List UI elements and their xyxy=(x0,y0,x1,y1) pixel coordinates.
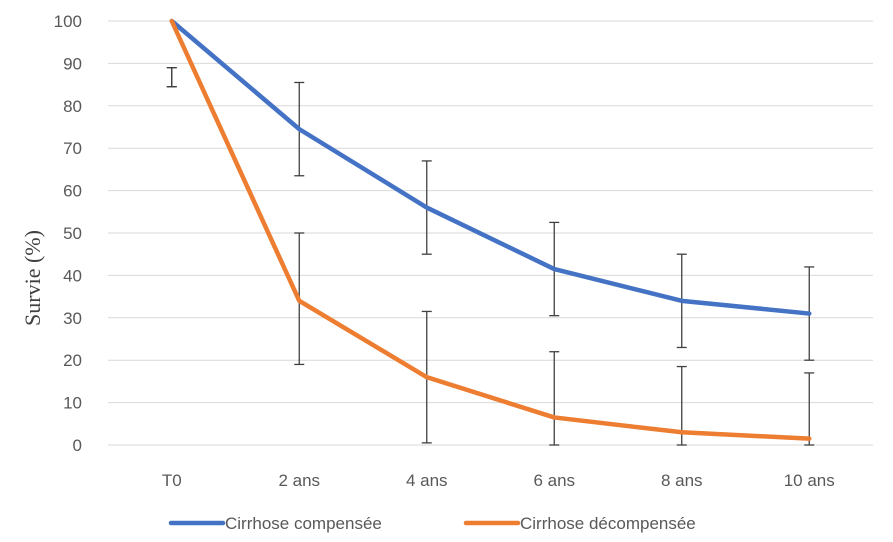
error-bar xyxy=(804,372,815,446)
legend-label: Cirrhose décompensée xyxy=(520,514,696,533)
y-tick-label: 20 xyxy=(63,351,82,370)
error-bars xyxy=(166,66,815,446)
y-tick-label: 70 xyxy=(63,139,82,158)
x-tick-label: 10 ans xyxy=(784,471,835,490)
gridlines xyxy=(108,20,873,446)
series-line-decompensee xyxy=(169,18,812,441)
y-tick-label: 60 xyxy=(63,182,82,201)
y-tick-label: 10 xyxy=(63,394,82,413)
x-axis-ticks: T0 2 ans 4 ans 6 ans 8 ans 10 ans xyxy=(162,471,835,490)
x-tick-label: 4 ans xyxy=(406,471,448,490)
y-tick-label: 40 xyxy=(63,266,82,285)
y-axis-ticks: 0 10 20 30 40 50 60 70 80 90 100 xyxy=(54,12,82,455)
x-tick-label: 8 ans xyxy=(661,471,703,490)
x-tick-label: 6 ans xyxy=(533,471,575,490)
x-tick-label: T0 xyxy=(162,471,182,490)
error-bar xyxy=(549,351,560,446)
y-tick-label: 50 xyxy=(63,224,82,243)
error-bar xyxy=(166,66,177,88)
y-axis-label: Survie (%) xyxy=(20,230,45,326)
y-tick-label: 90 xyxy=(63,54,82,73)
legend-item: Cirrhose décompensée xyxy=(463,514,696,533)
legend-label: Cirrhose compensée xyxy=(225,514,382,533)
x-tick-label: 2 ans xyxy=(278,471,320,490)
legend-item: Cirrhose compensée xyxy=(168,514,382,533)
y-tick-label: 80 xyxy=(63,97,82,116)
legend: Cirrhose compensée Cirrhose décompensée xyxy=(168,514,696,533)
series-line-compensee xyxy=(169,18,812,316)
series-lines xyxy=(169,18,812,441)
y-tick-label: 30 xyxy=(63,309,82,328)
y-tick-label: 0 xyxy=(73,436,82,455)
y-tick-label: 100 xyxy=(54,12,82,31)
